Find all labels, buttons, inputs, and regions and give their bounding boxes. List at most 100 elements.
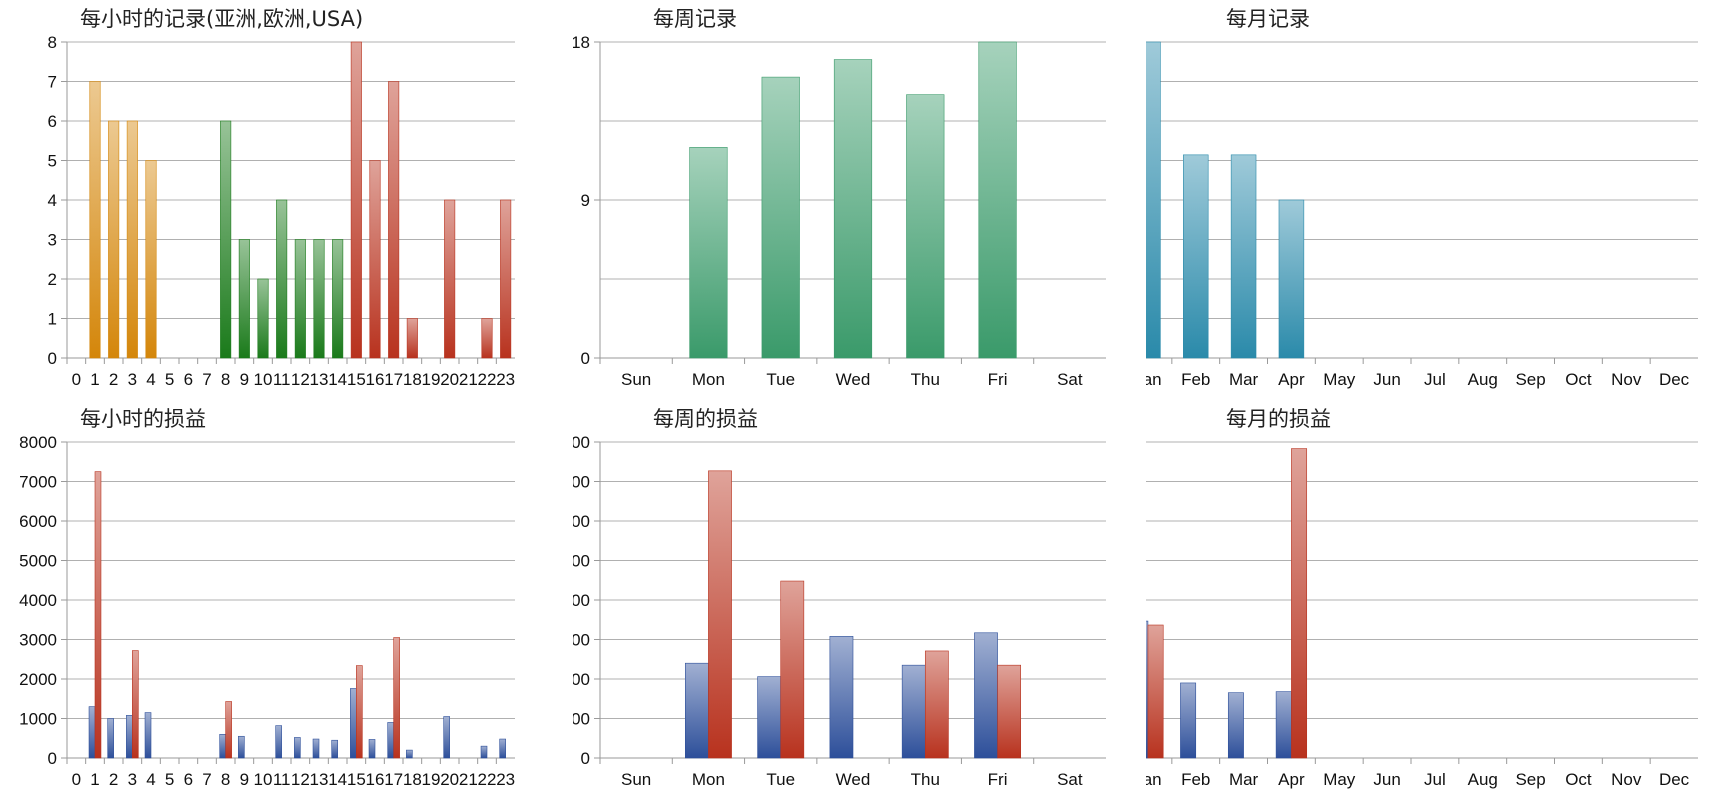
bar-blue-9 <box>238 735 245 759</box>
x-tick-label: 11 <box>273 370 291 389</box>
x-tick-label: Jul <box>1424 770 1446 789</box>
bar-red-Fri <box>997 664 1022 759</box>
x-tick-label: Sun <box>621 770 651 789</box>
bar-blue-Feb <box>1180 682 1197 759</box>
x-tick-label: May <box>1323 770 1356 789</box>
x-tick-label: 16 <box>366 770 385 789</box>
y-tick-label: 7000 <box>19 473 57 492</box>
bar-records-Mon <box>689 147 728 359</box>
x-tick-label: 6 <box>184 370 193 389</box>
bar-asia-1 <box>89 81 101 359</box>
y-tick-label: 8 <box>48 33 57 52</box>
x-tick-label: 17 <box>384 770 403 789</box>
bar-blue-Wed <box>829 636 854 759</box>
x-tick-label: Mon <box>692 370 725 389</box>
bar-blue-Mon <box>684 662 709 759</box>
bar-red-8 <box>225 701 232 759</box>
bar-blue-16 <box>368 739 376 759</box>
x-tick-label: 3 <box>128 770 137 789</box>
x-tick-label: Fri <box>988 370 1008 389</box>
bar-usa-22 <box>481 318 493 359</box>
x-tick-label: Sep <box>1515 370 1545 389</box>
hourly-pnl-chart: 每小时的损益 0 1000 2000 3000 4000 5000 6000 7000 8000 0… <box>19 407 515 789</box>
x-tick-label: 21 <box>459 370 478 389</box>
weekly-records-chart: 每周记录 0 9 18 Sun Mon Tue Wed Thu Fri Sat <box>573 7 1106 389</box>
y-tick-label: 0 <box>48 349 57 368</box>
x-tick-label: Apr <box>1278 370 1305 389</box>
x-tick-label: 18 <box>403 370 422 389</box>
y-tick-label: 5000 <box>573 552 590 571</box>
y-tick-label: 1 <box>48 310 57 329</box>
x-tick-label: 13 <box>310 770 329 789</box>
bar-usa-20 <box>444 199 456 359</box>
y-tick-label: 9 <box>581 191 590 210</box>
bar-blue-Thu <box>901 664 926 759</box>
monthly-pnl-chart: 每月的损益01500300045006000750090001050012000… <box>1146 407 1698 789</box>
x-tick-label: 4 <box>146 770 155 789</box>
x-tick-label: Thu <box>911 370 940 389</box>
x-tick-label: May <box>1323 370 1356 389</box>
bar-blue-8 <box>219 733 226 759</box>
x-tick-label: Feb <box>1181 370 1210 389</box>
bar-europe-12 <box>294 239 306 359</box>
x-tick-label: Wed <box>836 770 871 789</box>
x-tick-label: 20 <box>440 370 459 389</box>
bar-red-1 <box>94 471 102 759</box>
y-tick-label: 0 <box>581 349 590 368</box>
x-tick-label: 10 <box>254 370 273 389</box>
x-tick-label: Sat <box>1057 770 1083 789</box>
chart-title: 每月记录 <box>1226 7 1310 31</box>
bar-blue-Tue <box>757 676 782 759</box>
bar-blue-Apr <box>1275 691 1292 759</box>
x-tick-label: Tue <box>766 370 795 389</box>
bar-europe-14 <box>332 239 344 359</box>
y-tick-label: 5000 <box>19 552 57 571</box>
y-tick-label: 5 <box>48 152 57 171</box>
bar-blue-1 <box>88 706 96 759</box>
x-tick-label: Jan <box>1146 370 1162 389</box>
y-tick-label: 6 <box>48 112 57 131</box>
y-tick-label: 1000 <box>573 710 590 729</box>
y-tick-label: 8000 <box>573 433 590 452</box>
x-tick-label: 8 <box>221 770 230 789</box>
x-tick-label: 12 <box>291 770 310 789</box>
bar-red-Jan <box>1147 624 1164 759</box>
bar-records-Fri <box>978 41 1017 359</box>
x-tick-label: 2 <box>109 770 118 789</box>
y-tick-label: 7000 <box>573 473 590 492</box>
x-tick-label: 6 <box>184 770 193 789</box>
x-tick-label: 11 <box>273 770 291 789</box>
x-tick-label: Feb <box>1181 770 1210 789</box>
y-tick-label: 4000 <box>19 591 57 610</box>
bar-blue-15 <box>350 688 357 759</box>
bar-asia-3 <box>126 120 138 359</box>
x-tick-label: 20 <box>440 770 459 789</box>
x-tick-label: 21 <box>459 770 478 789</box>
y-tick-label: 0 <box>581 749 590 768</box>
x-tick-label: Mar <box>1229 770 1259 789</box>
bar-records-Thu <box>906 94 945 359</box>
x-tick-label: 23 <box>496 770 515 789</box>
bar-blue-17 <box>387 722 394 759</box>
x-tick-label: 16 <box>366 370 385 389</box>
y-tick-label: 7 <box>48 73 57 92</box>
x-tick-label: Tue <box>766 770 795 789</box>
bar-asia-4 <box>145 160 157 359</box>
y-tick-label: 18 <box>573 33 590 52</box>
x-tick-label: 13 <box>310 370 329 389</box>
x-tick-label: 10 <box>254 770 273 789</box>
x-tick-label: Jan <box>1146 770 1162 789</box>
y-tick-label: 0 <box>48 749 57 768</box>
chart-title: 每周记录 <box>653 7 737 31</box>
chart-title: 每周的损益 <box>653 407 758 431</box>
bar-blue-18 <box>406 749 413 759</box>
x-tick-label: 9 <box>240 770 249 789</box>
chart-title: 每小时的损益 <box>80 407 206 431</box>
x-tick-label: 5 <box>165 370 174 389</box>
x-tick-label: 1 <box>90 770 99 789</box>
x-tick-label: 5 <box>165 770 174 789</box>
x-tick-label: Dec <box>1659 370 1690 389</box>
bar-red-17 <box>393 637 400 759</box>
